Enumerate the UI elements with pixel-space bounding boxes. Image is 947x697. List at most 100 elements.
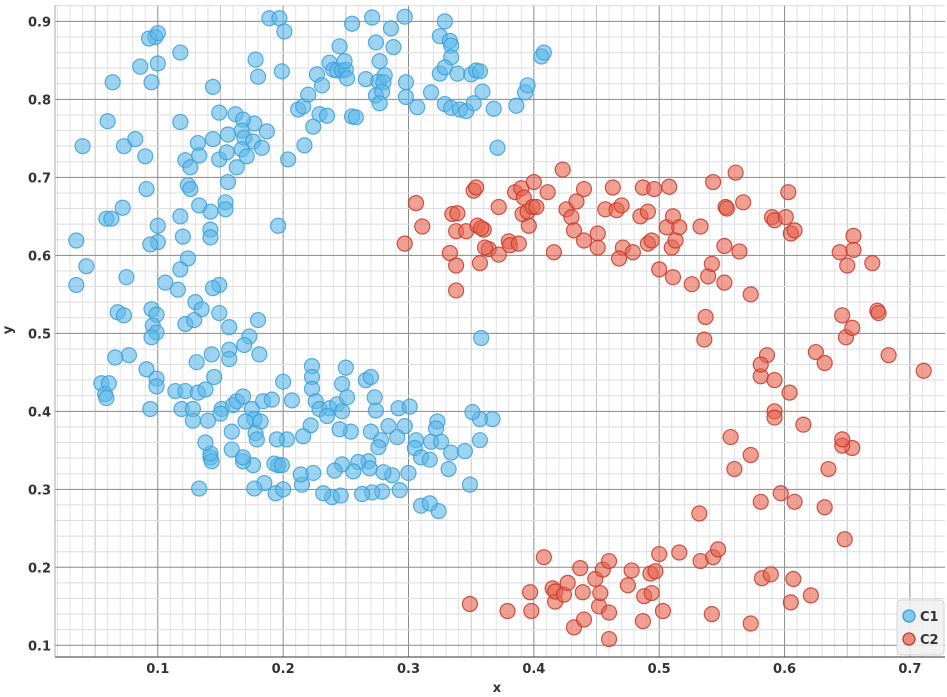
data-point-c1 (296, 137, 313, 154)
y-tick-label: 0.3 (28, 483, 51, 498)
data-point-c1 (68, 276, 85, 294)
data-point-c2 (449, 205, 466, 222)
data-point-c2 (414, 218, 431, 235)
data-point-c2 (752, 493, 769, 510)
x-tick-label: 0.5 (648, 662, 671, 677)
data-point-c1 (471, 432, 489, 449)
legend-marker-c1 (902, 609, 916, 623)
legend-item-c2[interactable]: C2 (902, 632, 939, 648)
data-point-c1 (401, 398, 418, 415)
data-point-c1 (333, 403, 351, 420)
data-point-c2 (667, 232, 684, 249)
data-point-c2 (710, 541, 727, 558)
data-point-c1 (375, 464, 392, 481)
data-point-c1 (247, 51, 264, 68)
data-point-c1 (199, 412, 217, 429)
data-point-c2 (820, 460, 837, 478)
data-point-c2 (643, 584, 660, 602)
data-point-c2 (407, 194, 425, 212)
data-point-c1 (142, 400, 159, 418)
data-point-c1 (223, 441, 240, 458)
data-point-c2 (786, 222, 803, 239)
data-point-c1 (219, 126, 237, 143)
data-point-c2 (574, 584, 591, 601)
data-point-c2 (634, 613, 652, 630)
data-point-c1 (362, 368, 379, 386)
legend-label-c2: C2 (920, 633, 939, 648)
data-point-c2 (589, 239, 606, 256)
data-point-c1 (270, 217, 287, 234)
data-point-c2 (565, 222, 583, 239)
data-point-c1 (508, 97, 525, 114)
data-point-c2 (718, 200, 735, 217)
data-point-c2 (623, 562, 640, 579)
data-point-c1 (203, 346, 220, 363)
data-point-c1 (249, 68, 267, 85)
data-point-c2 (664, 269, 682, 286)
data-point-c2 (704, 173, 722, 191)
data-point-c1 (174, 228, 191, 245)
data-point-c1 (397, 88, 415, 106)
data-point-c2 (575, 180, 593, 198)
data-point-c1 (142, 236, 159, 253)
data-point-c1 (188, 354, 205, 371)
data-point-c2 (716, 237, 733, 255)
data-point-c1 (236, 336, 253, 354)
data-point-c1 (318, 407, 336, 425)
x-tick-label: 0.6 (773, 662, 796, 677)
data-point-c1 (421, 451, 438, 468)
data-point-c1 (305, 118, 322, 135)
data-point-c1 (343, 15, 361, 32)
data-point-c1 (169, 281, 186, 298)
data-point-c1 (474, 83, 491, 100)
data-point-c2 (568, 193, 585, 210)
data-point-c1 (98, 389, 115, 407)
data-point-c1 (380, 418, 397, 435)
data-point-c1 (204, 78, 222, 95)
data-point-c2 (834, 431, 851, 448)
data-point-c2 (807, 343, 824, 361)
data-point-c2 (554, 161, 571, 178)
x-tick-label: 0.7 (898, 662, 921, 677)
series-c2 (396, 161, 932, 648)
data-point-c2 (490, 246, 507, 263)
data-point-c1 (263, 391, 280, 408)
data-point-c1 (143, 74, 160, 91)
data-point-c1 (400, 464, 417, 482)
data-point-c1 (204, 280, 222, 297)
data-point-c1 (78, 258, 95, 275)
data-point-c1 (436, 13, 453, 30)
data-point-c1 (391, 482, 408, 499)
legend-item-c1[interactable]: C1 (902, 609, 939, 625)
x-tick-label: 0.2 (272, 662, 295, 677)
data-point-c1 (217, 201, 234, 218)
data-point-c1 (68, 232, 85, 249)
data-points (68, 8, 932, 648)
data-point-c1 (338, 70, 356, 87)
data-point-c1 (283, 392, 301, 409)
data-point-c2 (731, 243, 748, 260)
data-point-c1 (157, 274, 174, 291)
data-point-c2 (563, 209, 580, 226)
data-point-c1 (396, 418, 413, 435)
data-point-c2 (600, 604, 618, 621)
data-point-c2 (448, 282, 465, 299)
data-point-c2 (461, 595, 479, 613)
data-point-c2 (671, 219, 688, 236)
x-axis-label: x (493, 681, 502, 696)
data-point-c1 (107, 349, 124, 366)
data-point-c2 (752, 356, 769, 373)
data-point-c2 (691, 505, 708, 522)
data-point-c2 (671, 544, 688, 561)
data-point-c2 (766, 409, 783, 426)
data-point-c1 (315, 485, 332, 502)
data-point-c2 (762, 566, 779, 583)
data-point-c2 (589, 225, 606, 242)
data-point-c2 (610, 250, 628, 267)
data-point-c1 (326, 462, 343, 479)
data-point-c1 (104, 74, 121, 91)
data-point-c1 (465, 95, 482, 112)
data-point-c2 (880, 347, 897, 364)
data-point-c2 (722, 428, 739, 446)
y-tick-label: 0.5 (28, 327, 51, 342)
